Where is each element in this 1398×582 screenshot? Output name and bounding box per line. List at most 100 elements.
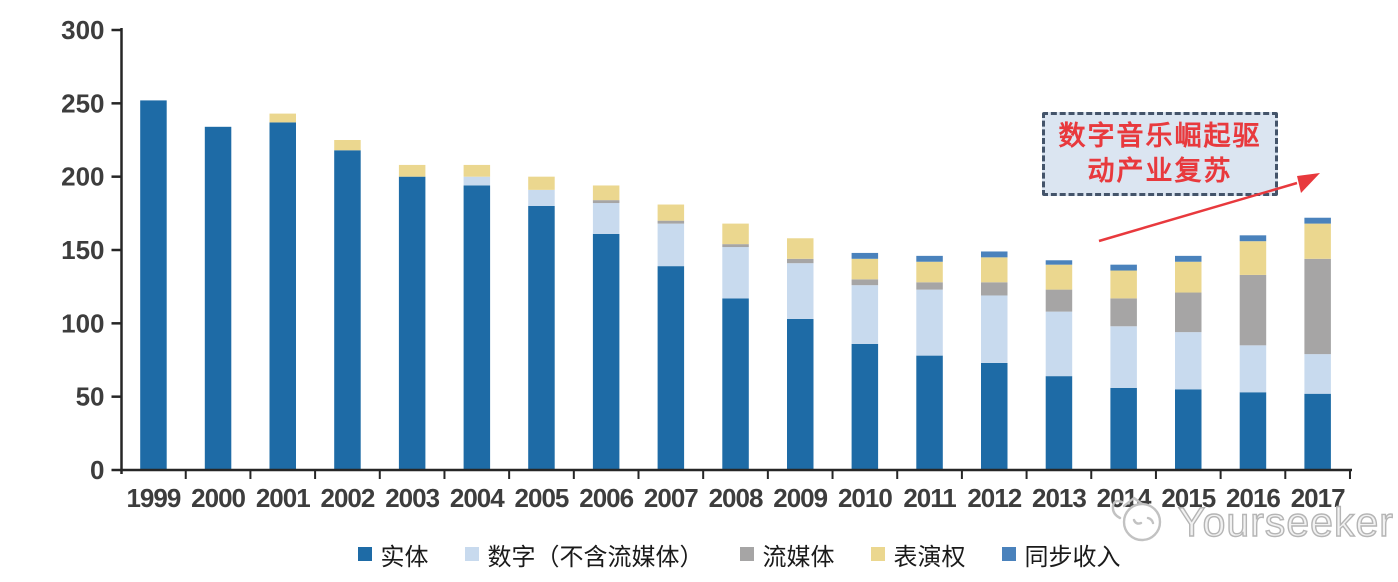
bar-segment-2009 — [787, 258, 814, 264]
legend-label-performance: 表演权 — [893, 542, 966, 571]
bar-segment-2003 — [398, 164, 426, 177]
bar-segment-2009 — [787, 238, 814, 259]
bar-segment-2016 — [1239, 345, 1267, 393]
legend-item-streaming: 流媒体 — [739, 537, 835, 572]
bar-segment-2006 — [592, 233, 620, 470]
bar-segment-2001 — [269, 113, 296, 123]
bar-segment-2002 — [334, 140, 361, 151]
bar-segment-2012 — [981, 282, 1008, 296]
y-axis-tick-label: 200 — [61, 162, 104, 192]
x-axis-label-2004: 2004 — [450, 483, 505, 513]
x-axis-label-2008: 2008 — [709, 483, 763, 513]
bar-segment-2007 — [657, 223, 685, 267]
x-axis-label-2002: 2002 — [321, 483, 375, 513]
bar-segment-2017 — [1304, 354, 1331, 394]
bar-segment-2014 — [1110, 264, 1137, 271]
bar-segment-2014 — [1110, 387, 1137, 470]
bar-segment-2013 — [1045, 260, 1073, 265]
bar-segment-2017 — [1304, 223, 1331, 259]
x-axis-label-2012: 2012 — [967, 483, 1021, 513]
x-axis-label-2006: 2006 — [579, 483, 633, 513]
y-axis-tick-label: 250 — [61, 88, 104, 118]
bar-segment-2013 — [1045, 376, 1073, 470]
bar-segment-2009 — [787, 263, 814, 319]
bar-segment-2013 — [1045, 289, 1073, 312]
bar-segment-2015 — [1175, 389, 1202, 470]
legend-item-physical: 实体 — [357, 537, 429, 572]
bar-segment-2015 — [1175, 261, 1202, 293]
bar-segment-2007 — [657, 204, 685, 221]
bar-segment-2017 — [1304, 217, 1331, 224]
annotation-line-1: 数字音乐崛起驱 — [1058, 120, 1262, 152]
bar-segment-2014 — [1110, 326, 1137, 388]
x-axis-label-2010: 2010 — [838, 483, 892, 513]
watermark-logo-icon — [1111, 496, 1162, 542]
y-axis-tick-label: 300 — [61, 15, 104, 45]
bar-segment-2010 — [851, 252, 879, 259]
annotation-line-2: 动产业复苏 — [1087, 156, 1233, 187]
x-axis-label-2016: 2016 — [1226, 483, 1280, 513]
chart-legend: 实体 数字（不含流媒体） 流媒体 表演权 同步收入 — [122, 536, 1356, 572]
bar-segment-2015 — [1175, 255, 1202, 262]
bar-segment-2004 — [463, 176, 491, 186]
bar-segment-1999 — [140, 100, 167, 471]
x-axis-label-2013: 2013 — [1032, 483, 1086, 513]
bar-segment-2010 — [851, 343, 879, 470]
bar-segment-2006 — [592, 185, 620, 201]
bar-segment-2005 — [528, 206, 555, 470]
bar-segment-2013 — [1045, 311, 1073, 377]
bar-segment-2006 — [592, 200, 620, 204]
bar-segment-2011 — [916, 261, 943, 283]
x-axis-label-2015: 2015 — [1161, 483, 1215, 513]
x-axis-label-2009: 2009 — [773, 483, 827, 513]
bar-segment-2008 — [722, 247, 749, 299]
bar-segment-2016 — [1239, 274, 1267, 346]
legend-swatch-streaming-icon — [739, 547, 754, 561]
bar-segment-2012 — [981, 257, 1008, 283]
bar-segment-2016 — [1239, 241, 1267, 275]
legend-label-streaming: 流媒体 — [762, 542, 835, 571]
bar-segment-2017 — [1304, 393, 1331, 470]
x-axis-label-2001: 2001 — [256, 483, 310, 513]
legend-label-physical: 实体 — [380, 542, 429, 571]
bar-segment-2015 — [1175, 292, 1202, 333]
legend-swatch-digital-icon — [464, 547, 479, 561]
bar-segment-2006 — [592, 203, 620, 234]
y-axis-tick-label: 100 — [61, 308, 104, 338]
bar-segment-2011 — [916, 255, 943, 262]
bar-segment-2003 — [398, 176, 426, 471]
bar-segment-2007 — [657, 220, 685, 224]
legend-item-sync: 同步收入 — [1001, 537, 1121, 572]
x-axis-label-2000: 2000 — [191, 483, 245, 513]
bar-segment-2008 — [722, 298, 749, 470]
x-axis-label-2003: 2003 — [385, 483, 439, 513]
x-axis-label-2017: 2017 — [1291, 483, 1345, 513]
annotation-callout: 数字音乐崛起驱 动产业复苏 — [1042, 112, 1278, 196]
bar-segment-2004 — [463, 164, 491, 177]
y-axis-tick-label: 0 — [90, 455, 104, 485]
legend-item-performance: 表演权 — [870, 537, 966, 572]
bar-segment-2009 — [787, 318, 814, 470]
bar-segment-2008 — [722, 244, 749, 248]
bar-segment-2002 — [334, 150, 361, 470]
bar-segment-2013 — [1045, 264, 1073, 290]
bar-segment-2004 — [463, 185, 491, 470]
watermark-text: Yourseeker — [1177, 498, 1394, 545]
bar-segment-2014 — [1110, 298, 1137, 327]
y-axis-tick-label: 50 — [76, 382, 105, 412]
legend-item-digital: 数字（不含流媒体） — [464, 537, 704, 572]
bar-segment-2001 — [269, 122, 296, 471]
x-axis-label-2007: 2007 — [644, 483, 698, 513]
legend-label-sync: 同步收入 — [1024, 542, 1121, 571]
bar-segment-2007 — [657, 266, 685, 470]
bar-segment-2011 — [916, 282, 943, 290]
bar-segment-2010 — [851, 285, 879, 344]
bar-segment-2008 — [722, 223, 749, 245]
bar-segment-2014 — [1110, 270, 1137, 299]
bar-segment-2012 — [981, 362, 1008, 470]
x-axis-label-2005: 2005 — [515, 483, 569, 513]
bar-segment-2010 — [851, 258, 879, 280]
bar-segment-2011 — [916, 289, 943, 356]
